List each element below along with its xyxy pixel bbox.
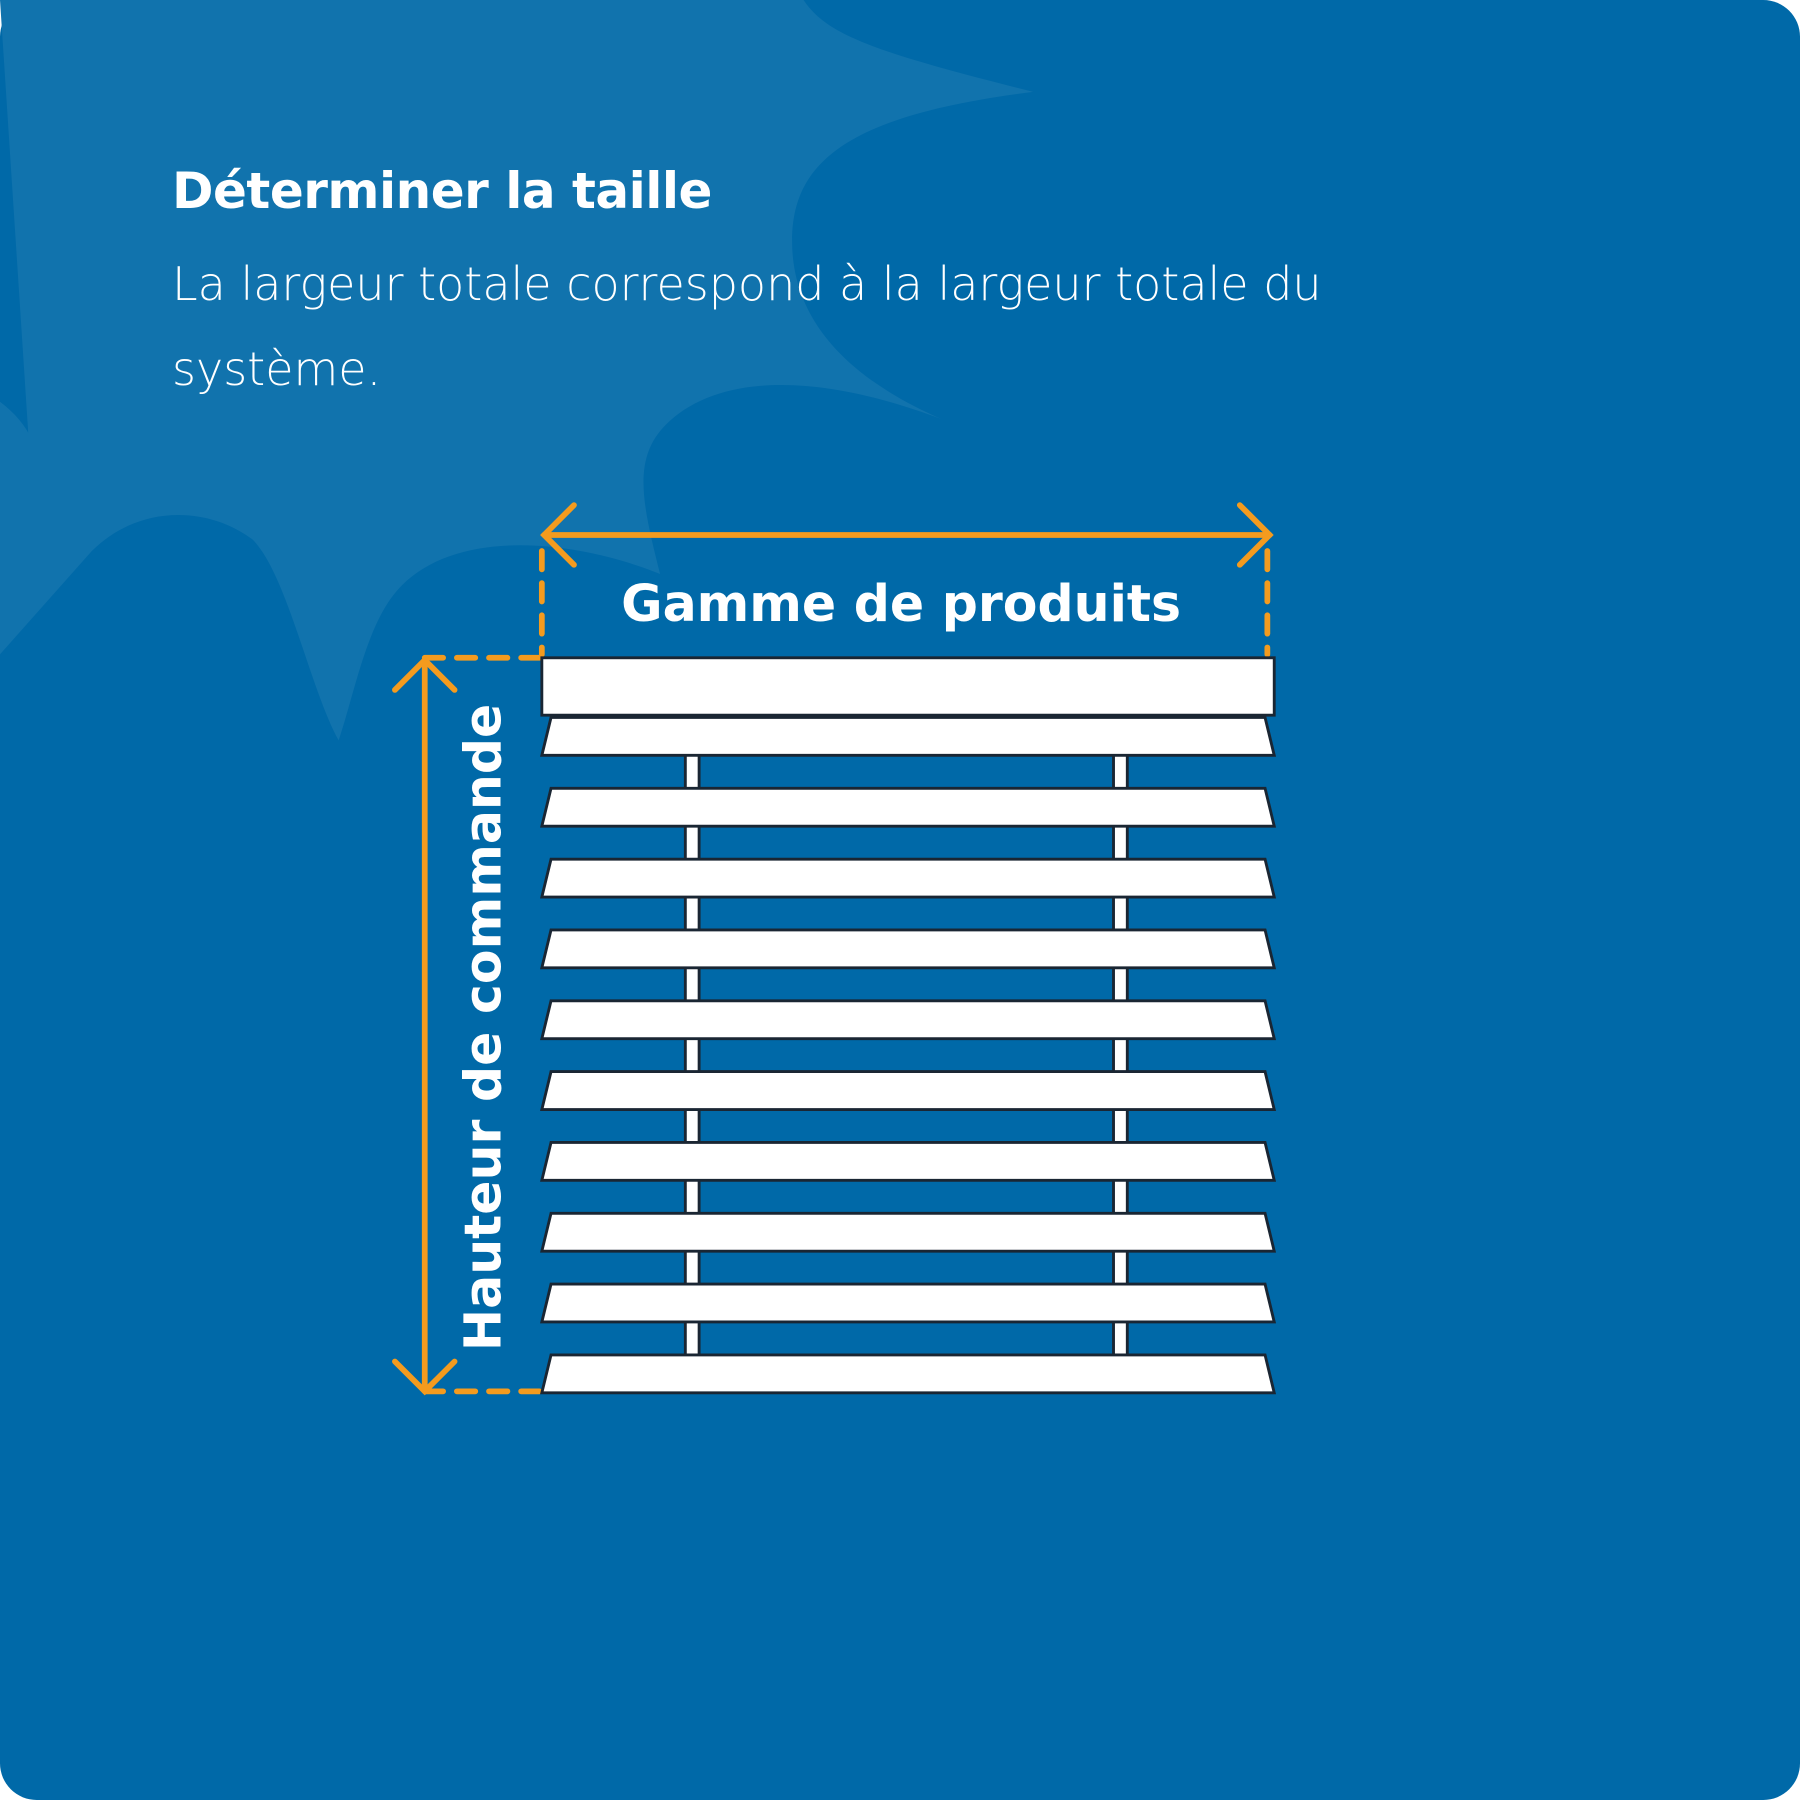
slat <box>540 1141 1277 1182</box>
slat <box>540 928 1277 970</box>
ladder-string <box>1112 750 1129 1359</box>
head-rail <box>540 656 1276 717</box>
slat <box>540 1211 1277 1253</box>
dimension-arrows <box>392 502 1274 1396</box>
slat <box>540 1353 1277 1395</box>
slat <box>540 1282 1277 1324</box>
ladder-string <box>683 750 701 1359</box>
slat <box>540 716 1277 757</box>
title: Déterminer la taille <box>172 162 712 220</box>
slat <box>540 857 1277 899</box>
background-star <box>0 0 1034 741</box>
width-label: Gamme de produits <box>621 574 1181 633</box>
slat <box>540 786 1277 828</box>
description: La largeur totale correspond à la largeu… <box>172 257 1322 396</box>
height-label: Hauteur de commande <box>454 704 513 1351</box>
slat <box>540 999 1277 1041</box>
blind <box>540 656 1277 1395</box>
slat <box>540 1070 1277 1111</box>
